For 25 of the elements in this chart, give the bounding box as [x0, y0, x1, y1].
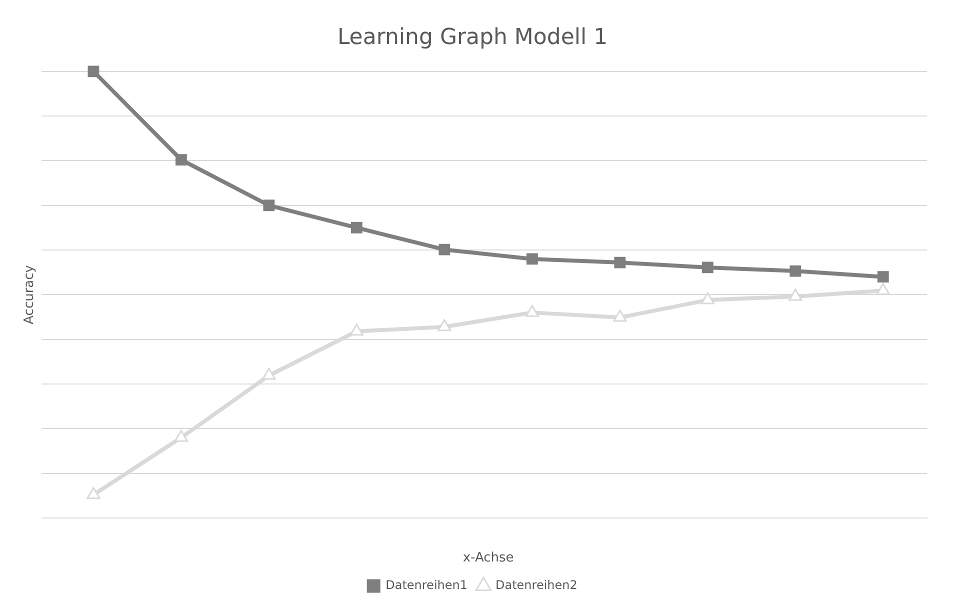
y-axis-title: Accuracy — [22, 264, 38, 324]
chart-title: Learning Graph Modell 1 — [337, 24, 608, 50]
point — [262, 368, 276, 380]
legend-label: Datenreihen1 — [386, 578, 468, 592]
point — [788, 288, 802, 301]
x-axis-title: x-Achse — [462, 550, 514, 566]
point — [350, 222, 362, 234]
legend-label: Datenreihen2 — [496, 578, 578, 592]
point — [174, 430, 188, 442]
point — [613, 310, 627, 322]
point — [876, 282, 890, 295]
point — [263, 200, 275, 212]
point — [88, 66, 100, 78]
point — [86, 487, 100, 500]
point — [350, 324, 364, 336]
point — [877, 271, 889, 283]
point — [526, 253, 538, 265]
point — [438, 319, 452, 332]
point — [176, 154, 187, 166]
point — [702, 262, 714, 274]
point — [790, 265, 802, 277]
point — [614, 256, 626, 268]
point — [700, 292, 714, 304]
point — [525, 304, 539, 317]
point — [438, 244, 450, 256]
